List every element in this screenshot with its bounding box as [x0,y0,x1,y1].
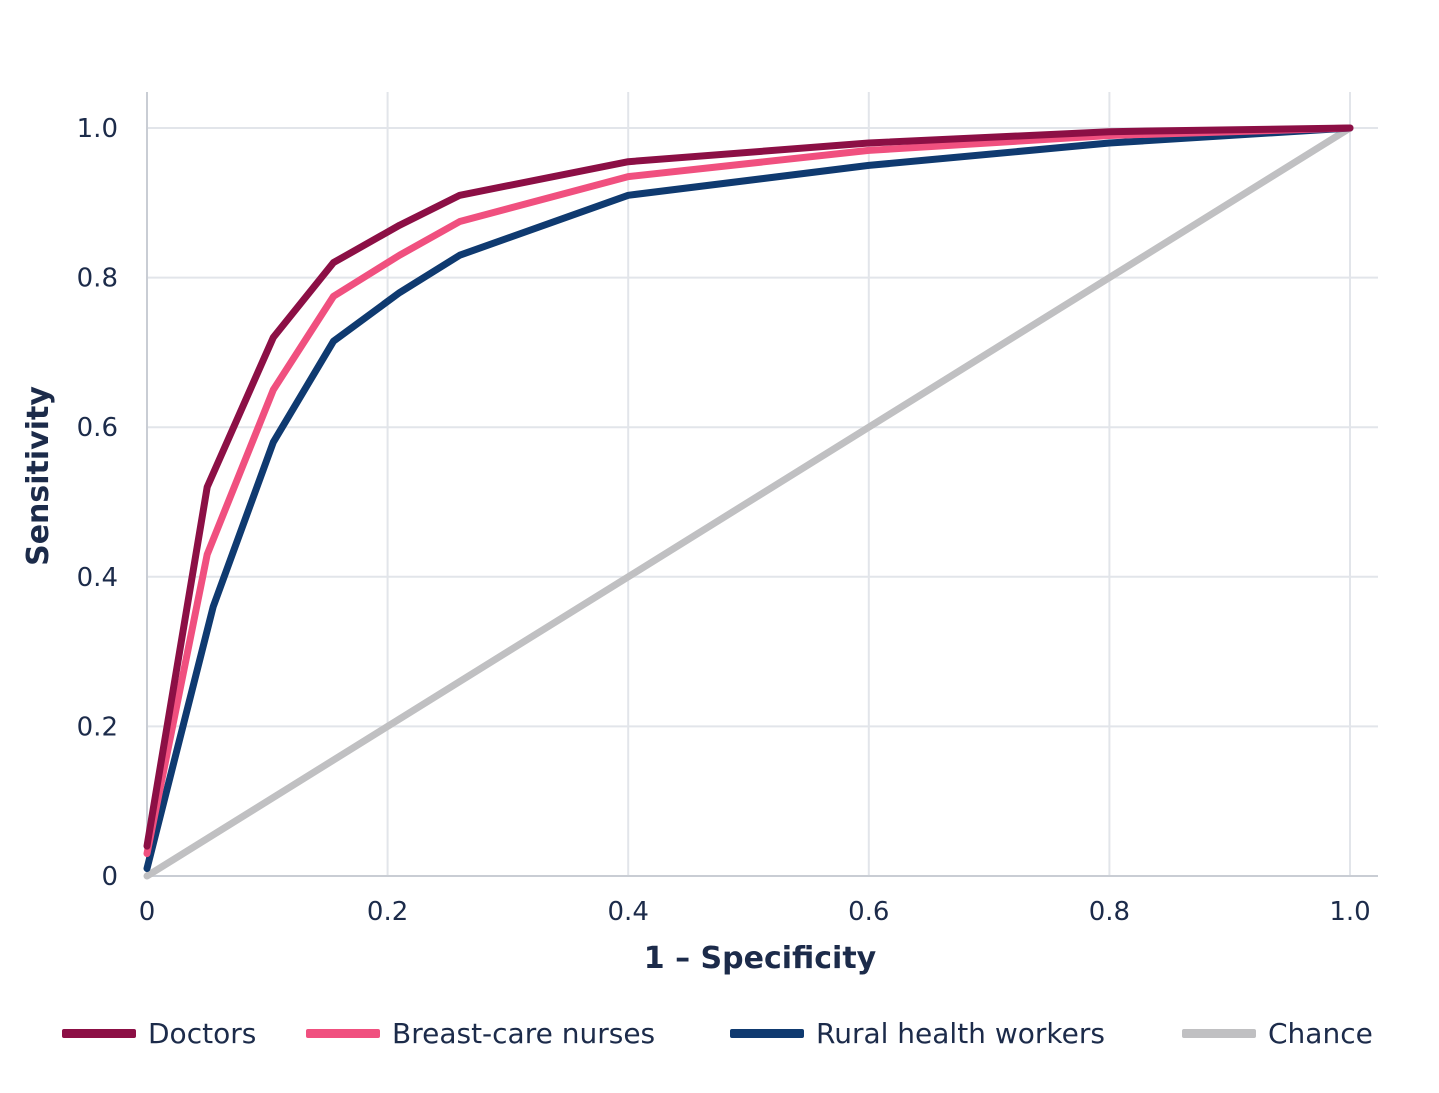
legend: Doctors Breast-care nurses Rural health … [0,1008,1439,1058]
series-lines [143,124,1354,880]
x-tick-label: 0.8 [1089,897,1130,927]
x-tick-label: 1.0 [1329,897,1370,927]
x-tick-label: 0.6 [848,897,889,927]
y-axis-title: Sensitivity [21,386,56,566]
x-tick-label: 0.2 [367,897,408,927]
legend-swatch [62,1028,136,1038]
legend-item-chance: Chance [1182,1008,1373,1058]
y-tick-label: 0.8 [77,264,118,294]
legend-item-breast-care-nurses: Breast-care nurses [306,1008,655,1058]
legend-item-rural-health-workers: Rural health workers [730,1008,1105,1058]
tick-labels: 0 0.2 0.4 0.6 0.8 1.0 0 0.2 0.4 0.6 0.8 1.0 [77,114,1371,927]
legend-label: Breast-care nurses [392,1016,656,1050]
y-tick-label: 0 [101,862,118,892]
series-line-rural-health-workers [143,124,1354,872]
y-tick-label: 1.0 [77,114,118,144]
series-line-doctors [143,124,1354,850]
series-line-chance [143,124,1354,880]
y-tick-label: 0.2 [77,712,118,742]
legend-label: Chance [1268,1016,1373,1050]
legend-label: Doctors [148,1016,257,1050]
axes [146,92,1378,877]
legend-swatch [306,1028,380,1038]
y-tick-label: 0.4 [77,563,118,593]
legend-label: Rural health workers [816,1016,1105,1050]
legend-swatch [730,1028,804,1038]
x-tick-label: 0 [139,897,156,927]
series-line-breast-care-nurses [143,124,1354,858]
legend-swatch [1182,1028,1256,1038]
legend-item-doctors: Doctors [62,1008,256,1058]
x-tick-label: 0.4 [608,897,649,927]
y-tick-label: 0.6 [77,413,118,443]
x-axis-title: 1 – Specificity [644,941,877,976]
